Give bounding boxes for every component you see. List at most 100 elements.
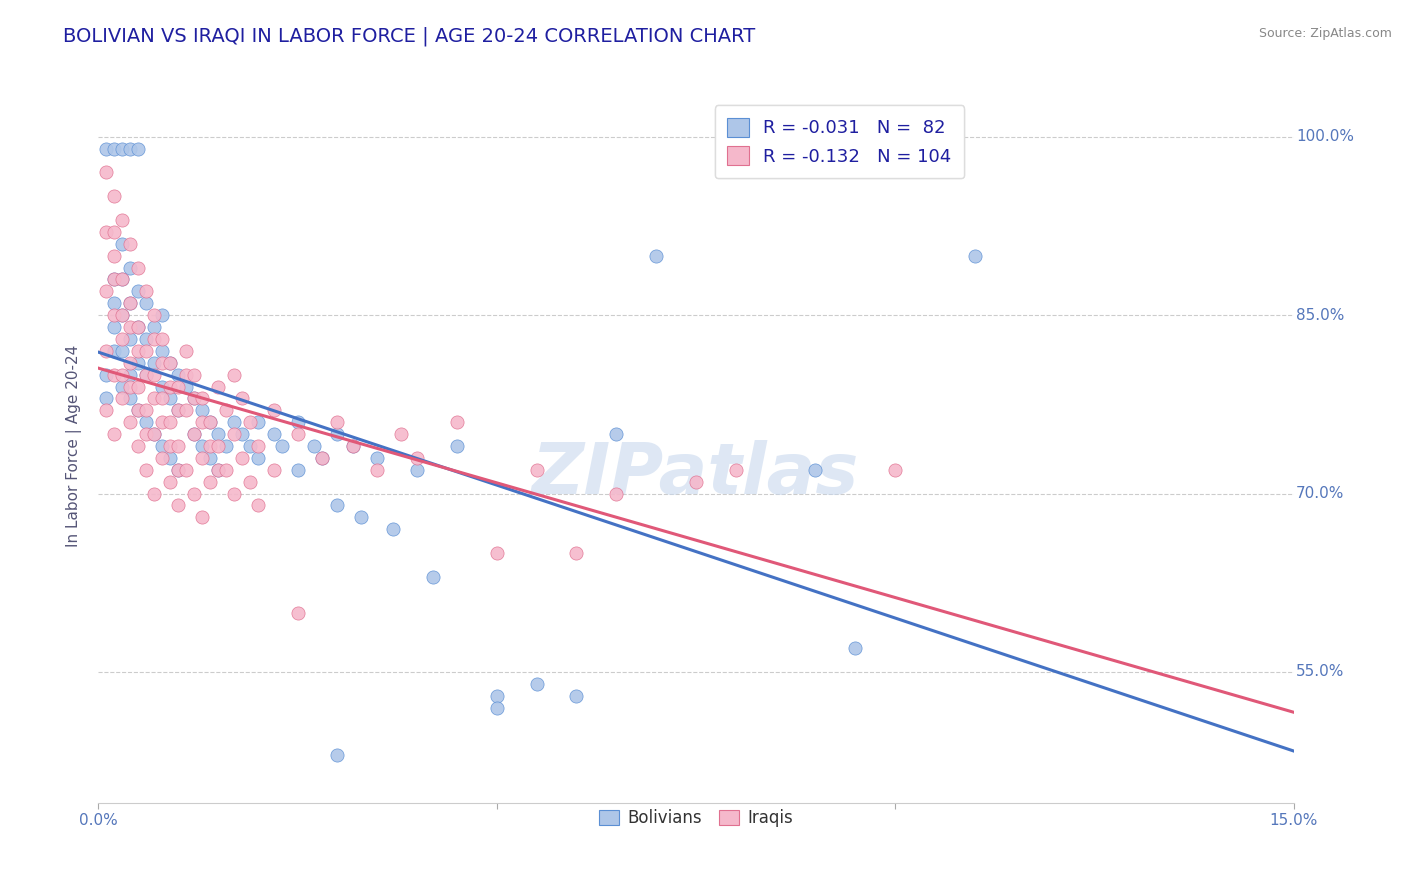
Point (96, 343, 118, 358)
Point (287, 415, 309, 429)
Point (159, 475, 181, 489)
Point (103, 296, 125, 310)
Point (96, 392, 118, 406)
Point (111, 236, 134, 251)
Point (150, 450, 173, 465)
Point (120, 260, 142, 275)
Point (120, 296, 142, 310)
Point (198, 475, 221, 489)
Point (207, 463, 229, 477)
Point (159, 356, 181, 370)
Point (167, 403, 190, 417)
Point (96, 225, 118, 239)
Point (844, 641, 866, 656)
Point (167, 368, 190, 382)
Point (222, 427, 245, 442)
Point (246, 499, 269, 513)
Point (215, 463, 238, 477)
Point (326, 415, 349, 429)
Point (127, 403, 149, 417)
Point (342, 439, 364, 453)
Point (150, 356, 173, 370)
Point (120, 415, 142, 429)
Point (183, 427, 205, 442)
Point (135, 343, 157, 358)
Point (446, 439, 468, 453)
Point (103, 320, 125, 334)
Point (135, 368, 157, 382)
Point (605, 427, 627, 442)
Point (103, 343, 125, 358)
Point (246, 450, 269, 465)
Point (287, 427, 309, 442)
Point (198, 415, 221, 429)
Point (263, 427, 285, 442)
Point (159, 379, 181, 393)
Point (103, 272, 125, 286)
Point (167, 463, 190, 477)
Point (485, 689, 508, 703)
Point (120, 236, 142, 251)
Point (127, 403, 149, 417)
Point (96, 403, 118, 417)
Point (135, 296, 157, 310)
Point (485, 700, 508, 714)
Point (96, 285, 118, 299)
Point (526, 677, 548, 691)
Point (127, 439, 149, 453)
Point (120, 320, 142, 334)
Point (143, 486, 166, 500)
Point (135, 285, 157, 299)
Point (111, 213, 134, 227)
Point (127, 343, 149, 358)
Point (565, 689, 588, 703)
Point (111, 343, 134, 358)
Point (326, 748, 349, 763)
Text: ZIPatlas: ZIPatlas (533, 440, 859, 509)
Point (270, 439, 292, 453)
Point (174, 343, 197, 358)
Point (167, 379, 190, 393)
Point (96, 142, 118, 156)
Point (111, 272, 134, 286)
Point (263, 463, 285, 477)
Point (350, 510, 373, 524)
Text: 70.0%: 70.0% (1296, 486, 1344, 501)
Point (120, 142, 142, 156)
Point (231, 427, 253, 442)
Point (231, 392, 253, 406)
Point (222, 486, 245, 500)
Point (127, 285, 149, 299)
Point (191, 510, 214, 524)
Point (191, 450, 214, 465)
Point (143, 308, 166, 322)
Point (159, 415, 181, 429)
Point (198, 415, 221, 429)
Point (120, 379, 142, 393)
Point (96, 165, 118, 179)
Y-axis label: In Labor Force | Age 20-24: In Labor Force | Age 20-24 (66, 345, 83, 547)
Point (96, 368, 118, 382)
Point (366, 463, 388, 477)
Point (150, 415, 173, 429)
Point (127, 260, 149, 275)
Point (103, 272, 125, 286)
Point (287, 606, 309, 620)
Point (198, 439, 221, 453)
Point (422, 570, 444, 584)
Point (222, 368, 245, 382)
Point (127, 356, 149, 370)
Point (127, 320, 149, 334)
Point (143, 332, 166, 346)
Point (239, 439, 262, 453)
Point (207, 463, 229, 477)
Point (804, 463, 827, 477)
Point (120, 296, 142, 310)
Point (215, 403, 238, 417)
Point (150, 343, 173, 358)
Point (222, 415, 245, 429)
Point (605, 486, 627, 500)
Point (406, 450, 429, 465)
Point (287, 463, 309, 477)
Point (724, 463, 747, 477)
